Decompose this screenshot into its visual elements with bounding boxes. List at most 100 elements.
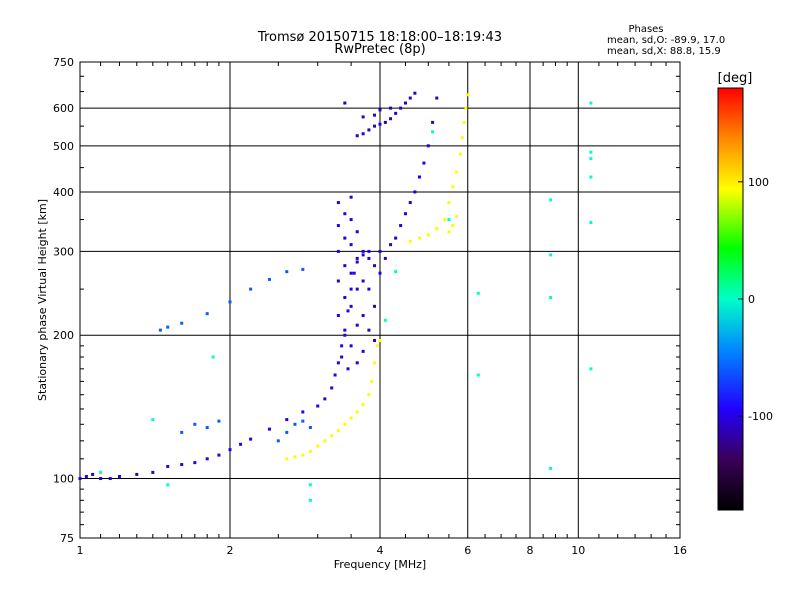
data-point <box>285 430 289 434</box>
data-point <box>458 152 462 156</box>
data-point <box>267 427 271 431</box>
data-point <box>117 474 121 478</box>
data-point <box>451 224 455 228</box>
data-point <box>408 96 412 100</box>
data-point <box>589 150 593 154</box>
data-point <box>293 422 297 426</box>
data-point <box>367 287 371 291</box>
y-tick-label: 100 <box>53 473 74 486</box>
data-point <box>447 230 451 234</box>
data-point <box>323 439 327 443</box>
data-point <box>336 361 340 365</box>
data-point <box>589 367 593 371</box>
data-point <box>340 355 344 359</box>
y-tick-label: 600 <box>53 102 74 115</box>
data-point <box>211 355 215 359</box>
data-point <box>589 157 593 161</box>
data-point <box>361 132 365 136</box>
data-point <box>308 425 312 429</box>
data-point <box>373 124 377 128</box>
data-point <box>378 249 382 253</box>
data-point <box>413 91 417 95</box>
data-point <box>151 470 155 474</box>
data-point <box>308 498 312 502</box>
data-point <box>447 201 451 205</box>
data-point <box>336 429 340 433</box>
data-point <box>355 323 359 327</box>
colorbar-tick-label: 100 <box>748 176 769 189</box>
data-point <box>361 115 365 119</box>
data-point <box>383 120 387 124</box>
data-point <box>349 344 353 348</box>
data-point <box>343 212 347 216</box>
data-point <box>205 425 209 429</box>
data-point <box>426 233 430 237</box>
colorbar-tick-label: -100 <box>748 410 773 423</box>
data-point <box>394 236 398 240</box>
data-point <box>462 120 466 124</box>
data-point <box>343 296 347 300</box>
data-point <box>403 212 407 216</box>
data-point <box>367 128 371 132</box>
data-point <box>355 260 359 264</box>
data-point <box>408 201 412 205</box>
data-point <box>361 349 365 353</box>
data-point <box>99 470 103 474</box>
data-point <box>355 410 359 414</box>
data-point <box>417 175 421 179</box>
data-point <box>373 338 377 342</box>
data-point <box>466 93 470 97</box>
data-point <box>349 218 353 222</box>
data-point <box>589 101 593 105</box>
data-point <box>343 328 347 332</box>
y-tick-label: 75 <box>60 532 74 545</box>
data-point <box>378 271 382 275</box>
data-point <box>447 218 451 222</box>
data-point <box>431 120 435 124</box>
data-point <box>408 239 412 243</box>
data-point <box>373 113 377 117</box>
data-point <box>394 270 398 274</box>
stats-title: Phases <box>628 24 663 35</box>
data-point <box>193 422 197 426</box>
data-point <box>361 253 365 257</box>
data-point <box>78 477 82 481</box>
data-point <box>217 453 221 457</box>
data-point <box>464 106 468 110</box>
data-point <box>108 477 112 481</box>
data-point <box>355 230 359 234</box>
data-point <box>349 304 353 308</box>
data-point <box>361 279 365 283</box>
data-point <box>249 437 253 441</box>
x-tick-label: 2 <box>227 544 234 557</box>
y-tick-label: 200 <box>53 329 74 342</box>
data-point <box>99 477 103 481</box>
data-point <box>228 300 232 304</box>
data-point <box>301 453 305 457</box>
data-point <box>166 483 170 487</box>
data-point <box>476 373 480 377</box>
data-point <box>367 393 371 397</box>
data-point <box>403 101 407 105</box>
data-point <box>346 309 350 313</box>
data-point <box>389 117 393 121</box>
data-point <box>589 221 593 225</box>
data-point <box>293 455 297 459</box>
data-point <box>267 277 271 281</box>
data-point <box>135 472 139 476</box>
data-point <box>316 404 320 408</box>
data-point <box>228 448 232 452</box>
data-point <box>349 287 353 291</box>
data-point <box>383 256 387 260</box>
data-point <box>349 195 353 199</box>
x-tick-label: 6 <box>464 544 471 557</box>
data-point <box>399 224 403 228</box>
data-point <box>330 434 334 438</box>
data-point <box>343 236 347 240</box>
data-point <box>399 106 403 110</box>
data-point <box>285 270 289 274</box>
data-point <box>336 279 340 283</box>
data-point <box>378 122 382 126</box>
data-point <box>431 130 435 134</box>
